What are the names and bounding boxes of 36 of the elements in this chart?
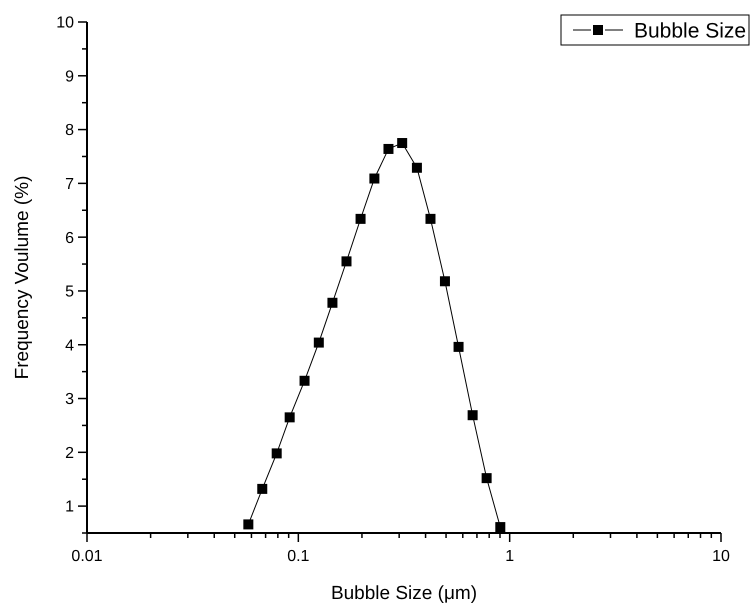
y-tick-label: 7 [65,176,74,193]
x-tick-label: 1 [505,548,514,565]
point [341,256,352,266]
point [243,519,254,530]
point [383,144,394,154]
point [327,298,338,308]
point [440,276,450,286]
point [482,473,492,484]
point [314,338,324,348]
y-tick-label: 2 [65,444,74,462]
point [468,410,478,420]
x-tick-label: 0.01 [71,548,103,565]
point [369,174,380,184]
y-tick-label: 10 [56,14,74,32]
y-tick-label: 8 [65,122,74,140]
y-tick-label: 4 [65,337,74,354]
point [356,214,366,224]
point [397,138,408,148]
point [284,412,295,422]
y-tick-label: 9 [65,68,74,86]
point [300,376,310,386]
point [412,162,422,173]
y-tick-label: 6 [65,230,74,247]
point [425,214,436,224]
y-tick-label: 1 [65,498,74,516]
point [257,484,268,494]
point [495,522,506,532]
y-axis-title: Frequency Voulume (%) [12,176,33,380]
y-tick-label: 5 [65,284,74,301]
x-tick-label: 0.1 [287,548,310,565]
point [272,448,282,458]
point [454,342,464,352]
y-tick-label: 3 [65,391,74,408]
legend-label: Bubble Size [634,19,746,42]
x-tick-label: 10 [712,548,730,565]
x-axis-title: Bubble Size (μm) [330,583,478,604]
